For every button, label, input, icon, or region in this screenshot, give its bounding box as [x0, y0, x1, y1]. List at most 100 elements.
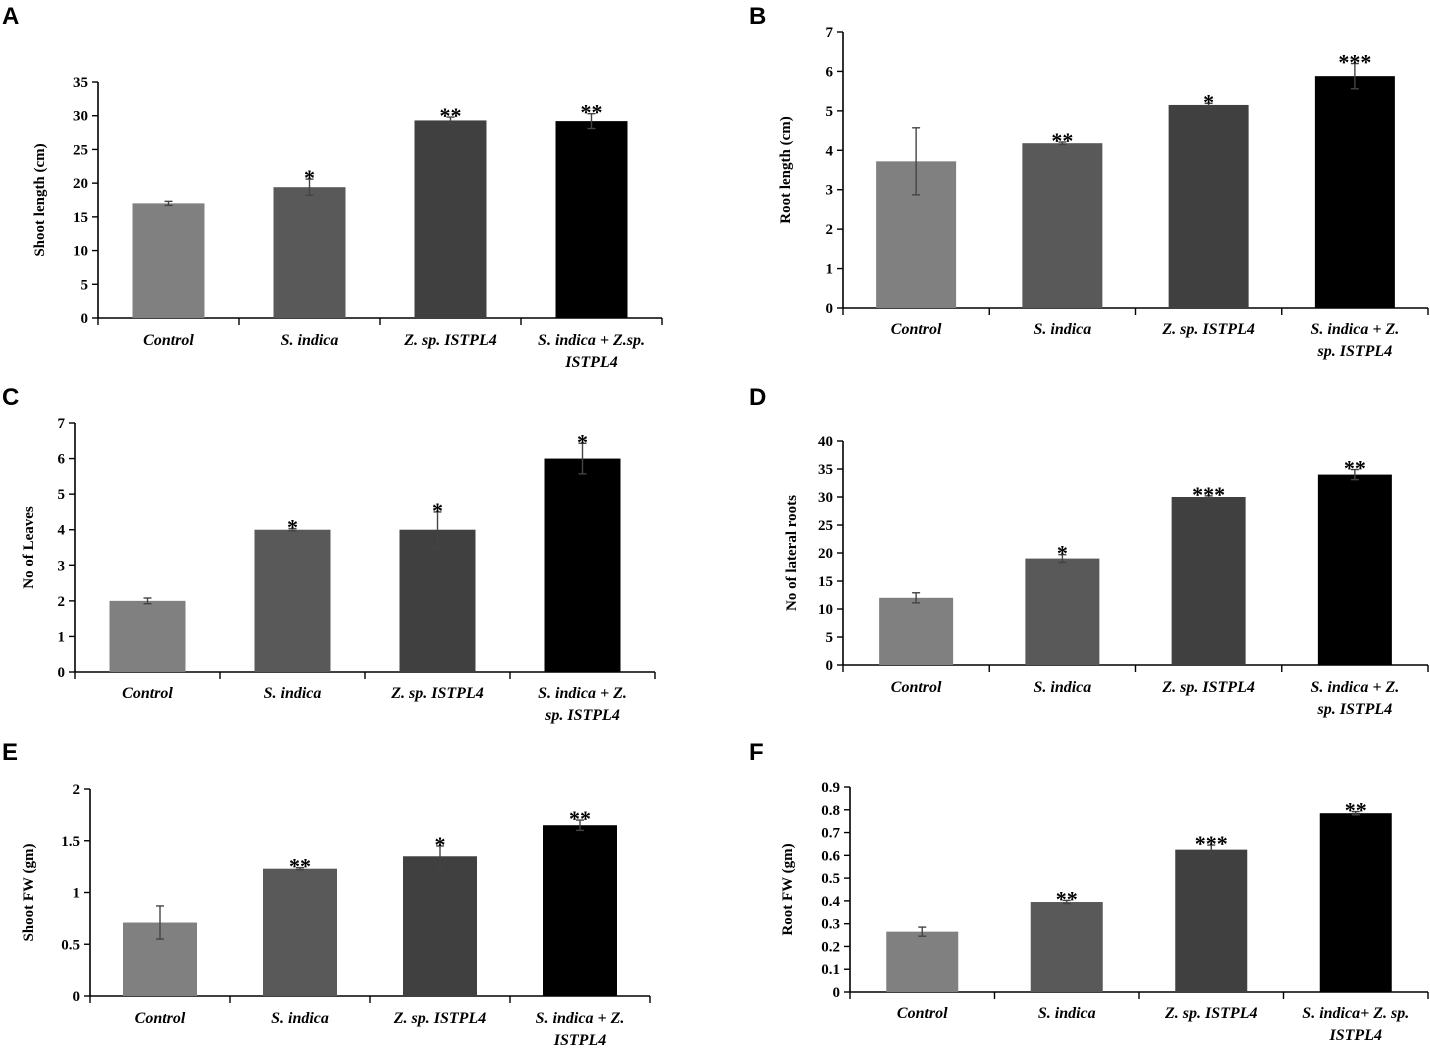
category-label: Control	[891, 321, 942, 338]
y-tick-label: 1	[73, 886, 81, 902]
error-bar	[1058, 141, 1067, 146]
y-tick-label: 5	[58, 487, 66, 503]
category-label: Z. sp. ISTPL4	[393, 1010, 486, 1027]
bar	[263, 868, 337, 996]
error-bar	[1204, 495, 1213, 499]
error-bar	[1350, 468, 1359, 481]
error-bar	[143, 597, 152, 605]
y-tick-label: 6	[826, 64, 834, 80]
category-label: S. indica	[271, 1010, 329, 1027]
significance-label: **	[1345, 798, 1367, 823]
panel-letter: C	[2, 384, 19, 411]
y-tick-label: 7	[826, 25, 834, 41]
error-bar	[156, 905, 164, 940]
y-tick-label: 0	[826, 658, 834, 674]
category-label: Control	[122, 685, 173, 702]
significance-label: **	[1344, 456, 1366, 481]
bar	[414, 120, 487, 319]
y-tick-label: 0.1	[821, 962, 840, 978]
error-bar	[912, 127, 921, 196]
error-bar	[576, 819, 584, 832]
y-tick-label: 0	[58, 665, 66, 681]
y-tick-label: 20	[73, 176, 88, 192]
y-tick-label: 5	[826, 104, 834, 120]
y-tick-label: 10	[73, 244, 88, 260]
significance-label: *	[304, 165, 315, 190]
bar	[1317, 474, 1392, 665]
bar	[109, 600, 186, 672]
y-tick-label: 40	[818, 434, 833, 450]
y-tick-label: 0.6	[821, 848, 840, 864]
panel-letter: A	[2, 3, 19, 30]
bar	[273, 187, 346, 318]
error-bar	[436, 845, 444, 868]
category-label: S. indica + Z. ISTPL4	[536, 1010, 625, 1049]
y-tick-label: 2	[73, 782, 81, 798]
category-label: Control	[897, 1005, 948, 1022]
y-tick-label: 25	[73, 142, 88, 158]
significance-label: *	[435, 832, 446, 857]
panel-e: E 0 0.5 1 1.5 2 Shoot FW (gm) Control ** S. indic…	[2, 739, 651, 1049]
category-label: Control	[135, 1010, 186, 1027]
bar	[886, 931, 959, 992]
panel-letter: B	[749, 3, 766, 30]
y-tick-label: 0.2	[821, 939, 840, 955]
significance-label: *	[1057, 541, 1068, 566]
error-bar	[578, 442, 587, 475]
bar	[1030, 902, 1103, 992]
bar	[1314, 76, 1395, 308]
category-label: S. indica + Z. sp. ISTPL4	[538, 685, 627, 724]
significance-label: ***	[1192, 482, 1225, 507]
y-tick-label: 5	[826, 630, 834, 646]
significance-label: ***	[1338, 50, 1371, 75]
y-tick-label: 2	[826, 222, 834, 238]
y-axis-label: Root length (cm)	[778, 116, 794, 223]
category-label: Z. sp. ISTPL4	[1164, 1005, 1257, 1022]
y-tick-label: 35	[818, 462, 833, 478]
category-label: S. indica	[1033, 679, 1091, 696]
significance-label: *	[1203, 89, 1214, 114]
y-tick-label: 0.9	[821, 780, 840, 796]
panel-letter: D	[749, 384, 766, 411]
y-tick-label: 4	[58, 523, 66, 539]
y-tick-label: 0	[826, 301, 834, 317]
category-label: Z. sp. ISTPL4	[1161, 679, 1254, 696]
y-tick-label: 4	[826, 143, 834, 159]
panel-b: B 0 1 2 3 4 5 6 7 Root length (cm) Control ** S. ind…	[749, 3, 1429, 360]
bar	[1168, 104, 1249, 309]
significance-label: **	[1056, 886, 1078, 911]
category-label: S. indica + Z.sp. ISTPL4	[538, 332, 645, 371]
error-bar	[446, 116, 455, 125]
error-bar	[296, 866, 304, 871]
y-tick-label: 35	[73, 75, 88, 91]
significance-label: **	[440, 103, 462, 128]
y-tick-label: 6	[58, 452, 66, 468]
y-tick-label: 7	[58, 416, 66, 432]
bar	[132, 203, 205, 318]
significance-label: *	[577, 429, 588, 454]
category-label: Z. sp. ISTPL4	[390, 685, 483, 702]
y-tick-label: 0.5	[61, 937, 80, 953]
panel-f: F 0 0.1 0.2 0.3 0.4 0.5 0.6 0.7 0.8 0.9 Root FW (gm…	[749, 739, 1429, 1044]
y-tick-label: 5	[81, 277, 89, 293]
error-bar	[1204, 102, 1213, 108]
bar	[1022, 143, 1103, 308]
panel-c: C 0 1 2 3 4 5 6 7 No of Leaves Control * S. indica * Z…	[2, 384, 656, 724]
panel-a: A 0 5 10 15 20 25 30 35 Shoot length (cm) Control *…	[2, 3, 663, 371]
y-tick-label: 10	[818, 602, 833, 618]
error-bar	[1062, 899, 1071, 905]
error-bar	[1351, 810, 1360, 816]
y-tick-label: 0.4	[821, 894, 840, 910]
y-tick-label: 0	[81, 311, 89, 327]
category-label: Control	[891, 679, 942, 696]
error-bar	[1058, 553, 1067, 564]
y-tick-label: 0.8	[821, 803, 840, 819]
y-tick-label: 3	[58, 558, 66, 574]
panel-letter: F	[749, 739, 764, 766]
bar	[403, 856, 477, 996]
y-tick-label: 0.7	[821, 826, 840, 842]
y-tick-label: 15	[73, 210, 88, 226]
y-tick-label: 15	[818, 574, 833, 590]
significance-label: **	[1051, 128, 1073, 153]
significance-label: **	[289, 854, 311, 879]
